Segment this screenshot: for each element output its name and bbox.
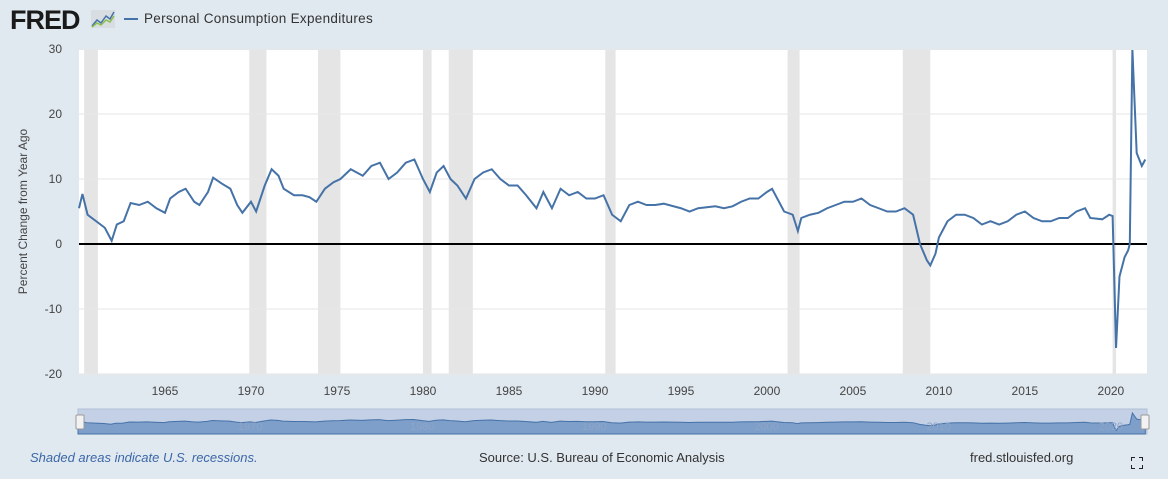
x-tick-label: 1980 (410, 384, 437, 398)
y-tick-label: -20 (45, 367, 63, 381)
recession-band (422, 49, 432, 374)
y-tick-label: 30 (49, 42, 63, 56)
recession-band (249, 49, 267, 374)
x-tick-label: 1990 (582, 384, 609, 398)
legend-label: Personal Consumption Expenditures (144, 11, 374, 26)
navigator-series (77, 411, 1146, 435)
recession-band (787, 49, 800, 374)
expand-icon[interactable] (1130, 456, 1144, 472)
source-note: Source: U.S. Bureau of Economic Analysis (479, 450, 725, 465)
navigator-tick-label: 2000 (754, 421, 778, 433)
recession-band (1112, 49, 1117, 374)
plot-top (79, 49, 1147, 50)
y-tick-label: -10 (45, 302, 63, 316)
x-tick-label: 1975 (324, 384, 351, 398)
x-tick-label: 2005 (840, 384, 867, 398)
x-tick-label: 1995 (668, 384, 695, 398)
legend-item[interactable]: Personal Consumption Expenditures (124, 11, 373, 26)
x-tick-label: 1965 (152, 384, 179, 398)
x-tick-label: 1970 (238, 384, 265, 398)
chart-logo-icon (91, 10, 115, 28)
y-tick-label: 0 (55, 237, 62, 251)
y-tick-label: 20 (49, 107, 63, 121)
y-tick-label: 10 (49, 172, 63, 186)
fred-logo[interactable]: FRED (10, 5, 80, 35)
series-line (78, 48, 1147, 349)
x-tick-label: 2000 (754, 384, 781, 398)
recession-band (318, 49, 341, 374)
navigator-tick-label: 1990 (582, 421, 606, 433)
navigator-handle-right[interactable] (1140, 414, 1150, 430)
recession-band (84, 49, 98, 374)
x-tick-label: 2020 (1098, 384, 1125, 398)
navigator-tick-label: 2020 (1099, 421, 1123, 433)
x-tick-label: 2010 (926, 384, 953, 398)
y-axis-label: Percent Change from Year Ago (16, 128, 30, 294)
site-link[interactable]: fred.stlouisfed.org (970, 450, 1074, 465)
legend-swatch (124, 18, 138, 21)
navigator-tick-label: 1970 (238, 421, 262, 433)
navigator-handle-left[interactable] (75, 414, 85, 430)
navigator-tick-label: 1980 (410, 421, 434, 433)
x-tick-label: 1985 (496, 384, 523, 398)
navigator-tick-label: 2010 (926, 421, 950, 433)
x-tick-label: 2015 (1012, 384, 1039, 398)
recession-note: Shaded areas indicate U.S. recessions. (30, 450, 258, 465)
recession-band (902, 49, 931, 374)
recession-band (448, 49, 473, 374)
